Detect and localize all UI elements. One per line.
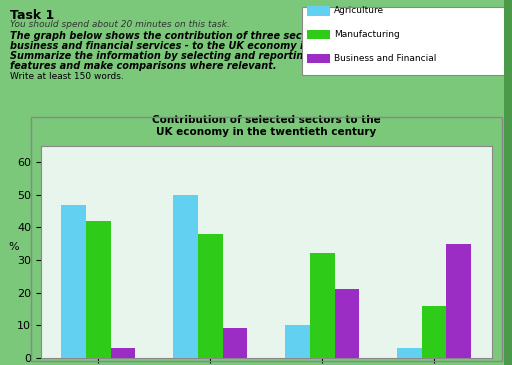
Bar bbox=[310, 253, 334, 358]
Text: features and make comparisons where relevant.: features and make comparisons where rele… bbox=[10, 61, 277, 71]
Bar bbox=[86, 221, 111, 358]
Text: You should spend about 20 minutes on this task.: You should spend about 20 minutes on thi… bbox=[10, 20, 230, 29]
Bar bbox=[334, 289, 359, 358]
Text: Business and Financial: Business and Financial bbox=[334, 54, 436, 63]
Text: Summarize the information by selecting and reporting the main: Summarize the information by selecting a… bbox=[10, 51, 362, 61]
Bar bbox=[111, 348, 135, 358]
Text: Write at least 150 words.: Write at least 150 words. bbox=[10, 72, 124, 81]
Bar bbox=[422, 306, 446, 358]
Bar bbox=[397, 348, 422, 358]
Y-axis label: % : % bbox=[9, 242, 23, 252]
Text: The graph below shows the contribution of three sectors - agriculture, manufactu: The graph below shows the contribution o… bbox=[10, 31, 507, 41]
Text: Manufacturing: Manufacturing bbox=[334, 30, 400, 39]
Bar bbox=[174, 195, 198, 358]
Text: Agriculture: Agriculture bbox=[334, 7, 384, 15]
Text: business and financial services - to the UK economy in the twentieth century.: business and financial services - to the… bbox=[10, 41, 437, 51]
Bar bbox=[61, 205, 86, 358]
Bar bbox=[198, 234, 223, 358]
Text: Contribution of selected sectors to the
UK economy in the twentieth century: Contribution of selected sectors to the … bbox=[152, 115, 380, 137]
Text: Task 1: Task 1 bbox=[10, 9, 54, 22]
Bar bbox=[223, 328, 247, 358]
Bar bbox=[446, 244, 471, 358]
Bar bbox=[285, 325, 310, 358]
